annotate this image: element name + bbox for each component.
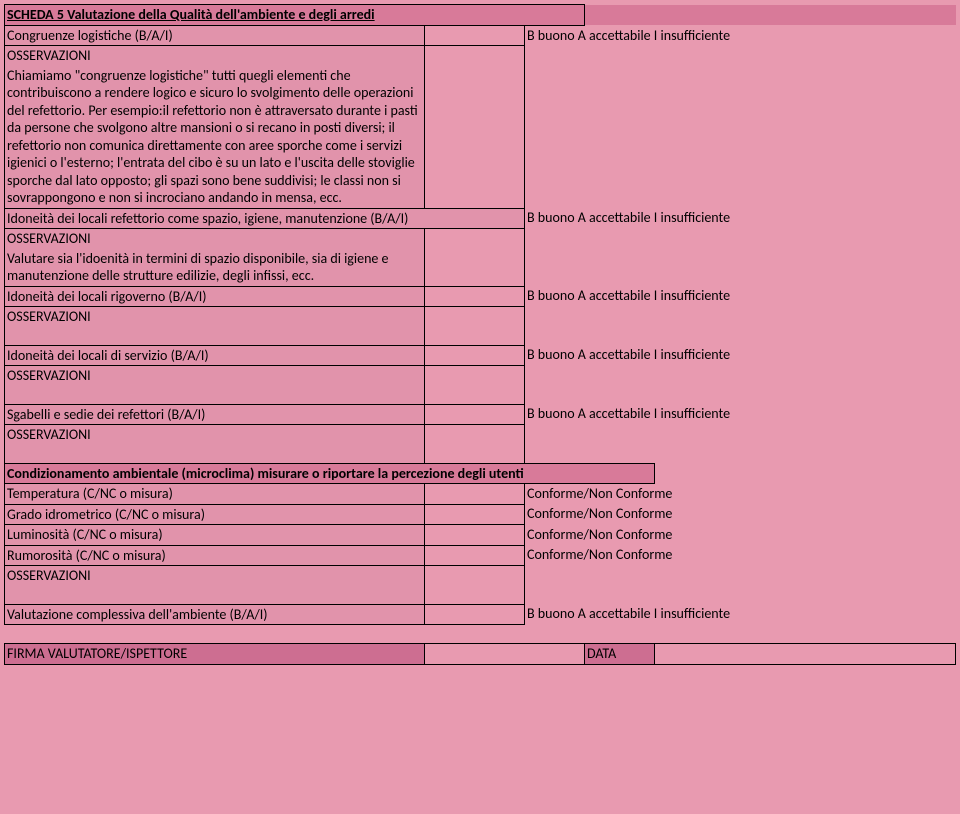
r5-oss-input[interactable] xyxy=(425,425,525,445)
c4-label: Rumorosità (C/NC o misura) xyxy=(5,545,425,566)
c1-input[interactable] xyxy=(425,484,525,505)
r1-body: Chiamiamo "congruenze logistiche" tutti … xyxy=(5,66,425,209)
c2-legend: Conforme/Non Conforme xyxy=(525,504,956,525)
r4-input[interactable] xyxy=(425,345,525,366)
r4-oss-hdr: OSSERVAZIONI xyxy=(5,366,425,386)
c1-legend: Conforme/Non Conforme xyxy=(525,484,956,505)
overall-input[interactable] xyxy=(425,604,525,625)
cond-oss-hdr: OSSERVAZIONI xyxy=(5,566,425,586)
r3-legend: B buono A accettabile I insufficiente xyxy=(525,286,956,307)
sig-date-input[interactable] xyxy=(655,644,956,665)
r1-oss-hdr: OSSERVAZIONI xyxy=(5,46,425,66)
cond-oss-input[interactable] xyxy=(425,566,525,586)
c3-legend: Conforme/Non Conforme xyxy=(525,525,956,546)
sheet-title: SCHEDA 5 Valutazione della Qualità dell'… xyxy=(5,5,585,26)
r2-oss-hdr: OSSERVAZIONI xyxy=(5,229,425,249)
r3-oss-hdr: OSSERVAZIONI xyxy=(5,307,425,327)
c2-input[interactable] xyxy=(425,504,525,525)
c1-label: Temperatura (C/NC o misura) xyxy=(5,484,425,505)
scheda-table: SCHEDA 5 Valutazione della Qualità dell'… xyxy=(4,4,956,665)
r4-legend: B buono A accettabile I insufficiente xyxy=(525,345,956,366)
r3-label: Idoneità dei locali rigoverno (B/A/I) xyxy=(5,286,425,307)
c4-legend: Conforme/Non Conforme xyxy=(525,545,956,566)
r4-oss-input[interactable] xyxy=(425,366,525,386)
r5-oss-hdr: OSSERVAZIONI xyxy=(5,425,425,445)
cond-title: Condizionamento ambientale (microclima) … xyxy=(5,463,655,484)
r5-label: Sgabelli e sedie dei refettori (B/A/I) xyxy=(5,404,425,425)
r1-input[interactable] xyxy=(425,25,525,46)
r2-oss-input[interactable] xyxy=(425,229,525,249)
r4-label: Idoneità dei locali di servizio (B/A/I) xyxy=(5,345,425,366)
r1-legend: B buono A accettabile I insufficiente xyxy=(525,25,956,46)
sig-date-label: DATA xyxy=(585,644,655,665)
r1-oss-input[interactable] xyxy=(425,46,525,66)
r5-input[interactable] xyxy=(425,404,525,425)
r5-legend: B buono A accettabile I insufficiente xyxy=(525,404,956,425)
title-pad xyxy=(585,5,956,26)
c3-input[interactable] xyxy=(425,525,525,546)
overall-legend: B buono A accettabile I insufficiente xyxy=(525,604,956,625)
c3-label: Luminosità (C/NC o misura) xyxy=(5,525,425,546)
r2-legend: B buono A accettabile I insufficiente xyxy=(525,208,956,229)
c2-label: Grado idrometrico (C/NC o misura) xyxy=(5,504,425,525)
c4-input[interactable] xyxy=(425,545,525,566)
sig-valuer-label: FIRMA VALUTATORE/ISPETTORE xyxy=(5,644,425,665)
r3-input[interactable] xyxy=(425,286,525,307)
overall-label: Valutazione complessiva dell'ambiente (B… xyxy=(5,604,425,625)
r2-body: Valutare sia l'idoenità in termini di sp… xyxy=(5,249,425,287)
r3-oss-input[interactable] xyxy=(425,307,525,327)
r2-label: Idoneità dei locali refettorio come spaz… xyxy=(5,208,525,229)
sig-valuer-input[interactable] xyxy=(425,644,585,665)
r1-label: Congruenze logistiche (B/A/I) xyxy=(5,25,425,46)
